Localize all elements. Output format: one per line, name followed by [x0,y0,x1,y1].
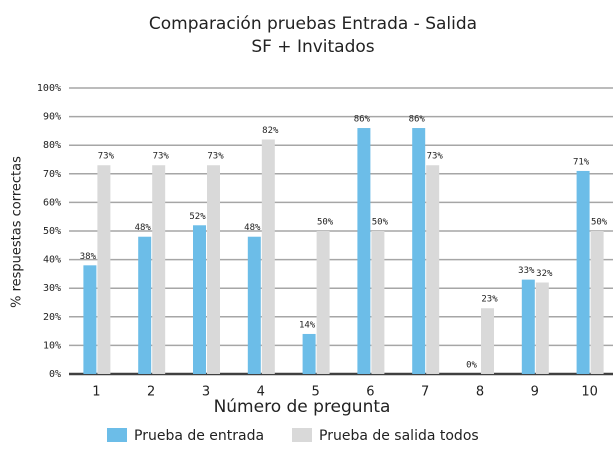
bar [302,333,316,374]
y-tick-label: 0% [49,369,61,380]
bar [261,139,275,374]
x-tick-label: 7 [421,385,429,400]
bar [83,265,97,374]
legend-label: Prueba de salida todos [319,428,479,444]
bar [576,170,590,374]
x-tick-label: 9 [531,385,539,400]
x-tick-label: 3 [202,385,210,400]
value-label: 73% [427,152,444,162]
value-label: 86% [354,115,371,125]
value-label: 82% [262,126,279,136]
bar [316,231,330,374]
value-label: 23% [481,295,498,305]
bar [152,165,166,374]
bar [357,128,371,374]
value-label: 71% [573,157,590,167]
value-label: 50% [372,218,389,228]
y-tick-label: 10% [43,340,61,351]
x-tick-label: 4 [257,385,265,400]
bar [207,165,220,374]
bar [590,231,604,374]
value-label: 38% [80,252,97,262]
value-label: 32% [536,269,553,279]
legend-swatch [292,428,312,442]
bar [138,236,152,374]
value-label: 50% [591,218,608,228]
legend-swatch [107,428,127,442]
y-tick-label: 40% [43,255,61,266]
value-label: 48% [135,223,152,233]
value-label: 73% [207,152,224,162]
y-tick-label: 60% [43,197,61,208]
y-tick-label: 50% [43,226,61,237]
y-tick-label: 100% [37,83,61,94]
value-label: 52% [189,212,206,222]
value-label: 14% [299,320,316,330]
value-label: 0% [466,361,477,371]
x-axis-label: Número de pregunta [214,397,391,417]
value-label: 73% [153,152,170,162]
x-tick-label: 5 [311,385,319,400]
bar [521,279,535,374]
x-tick-label: 2 [147,385,155,400]
value-label: 33% [518,266,535,276]
value-label: 50% [317,218,334,228]
bar [97,165,111,374]
bar [426,165,440,374]
bar [247,236,261,374]
bar [481,308,494,374]
legend-label: Prueba de entrada [134,428,264,444]
y-tick-label: 80% [43,140,61,151]
value-label: 48% [244,223,261,233]
x-tick-label: 1 [92,385,100,400]
y-tick-label: 90% [43,112,61,123]
value-label: 86% [409,115,426,125]
bar [412,128,426,374]
y-tick-label: 30% [43,283,61,294]
x-tick-label: 10 [581,385,598,400]
chart-subtitle: SF + Invitados [251,37,374,57]
chart-title: Comparación pruebas Entrada - Salida [149,14,477,34]
x-tick-label: 8 [476,385,484,400]
bar [371,231,385,374]
y-tick-label: 20% [43,312,61,323]
value-label: 73% [98,152,115,162]
bar [535,282,549,374]
bar [193,225,206,374]
y-tick-label: 70% [43,169,61,180]
x-tick-label: 6 [366,385,374,400]
y-axis-label: % respuestas correctas [10,156,25,308]
